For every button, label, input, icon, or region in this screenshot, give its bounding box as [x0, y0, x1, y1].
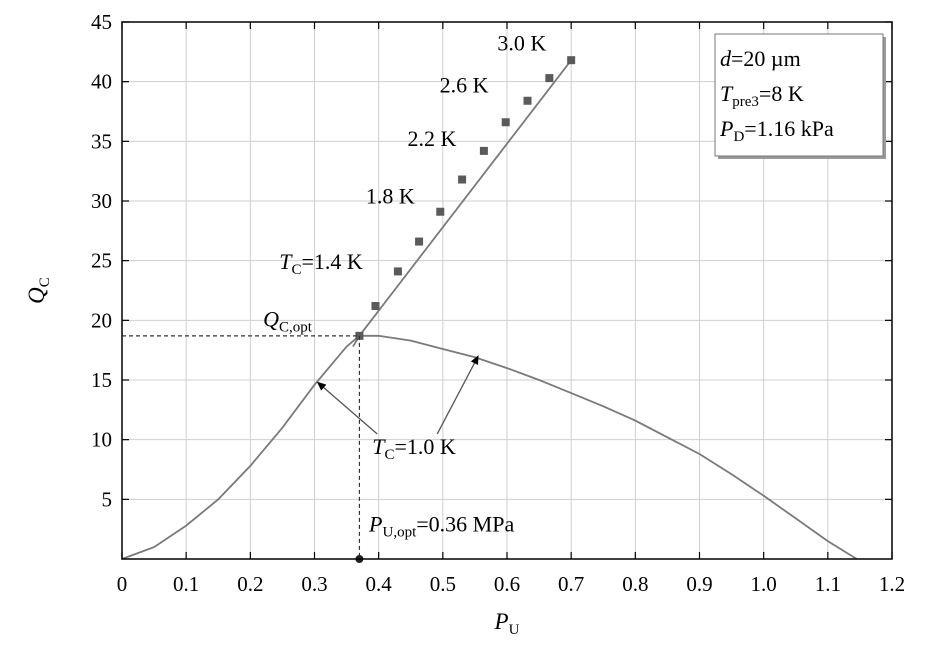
label-qc-opt-sub: C,opt [279, 319, 313, 335]
arrow-to-right-branch [436, 355, 479, 435]
y-tick-label: 20 [91, 308, 112, 332]
series-marker [458, 175, 467, 184]
series-marker [501, 118, 510, 127]
series-marker [415, 237, 424, 246]
series-marker [479, 146, 488, 155]
label-qc-opt-main: Q [263, 306, 279, 331]
label-temperature-rest: 1.8 K [366, 183, 415, 208]
label-pu-opt-sub: U,opt [382, 525, 417, 541]
label-tc-1: TC=1.0 K [372, 434, 456, 463]
ticks: 0 0.1 0.2 0.3 0.4 0.5 0.6 0.7 0.8 0.9 1.0 1.1 1.2 5 10… [91, 10, 905, 596]
legend-line: Tpre3=8 K [720, 81, 804, 110]
legend-line-main: P [719, 116, 733, 141]
y-tick-label: 45 [91, 10, 112, 34]
arrow-to-left-branch [316, 381, 378, 435]
x-tick-label: 0.7 [558, 572, 584, 596]
label-tc-1-rest: =1.0 K [395, 434, 456, 459]
series-marker [545, 74, 554, 83]
label-qc-opt: QC,opt [263, 306, 313, 335]
legend-line-rest: =20 µm [731, 46, 801, 71]
y-tick-label: 10 [91, 428, 112, 452]
legend-line-main: d [720, 46, 732, 71]
y-tick-label: 35 [91, 129, 112, 153]
label-temperature: 2.2 K [408, 126, 457, 151]
label-temperature: TC=1.4 K [279, 249, 363, 278]
y-tick-label: 25 [91, 249, 112, 273]
label-temperature: 3.0 K [497, 31, 546, 56]
x-tick-label: 0 [117, 572, 128, 596]
y-axis-label-main: Q [24, 287, 49, 304]
label-temperature-main: T [279, 249, 293, 274]
label-temperature-rest: 2.2 K [408, 126, 457, 151]
label-temperature-rest: 2.6 K [440, 72, 489, 97]
x-tick-label: 1.0 [751, 572, 777, 596]
y-tick-label: 15 [91, 368, 112, 392]
x-axis-label: PU [494, 609, 520, 638]
legend-box [714, 33, 884, 157]
x-tick-label: 0.4 [366, 572, 393, 596]
label-temperature-rest: 3.0 K [497, 31, 546, 56]
legend-line-main: T [720, 81, 734, 106]
label-tc-1-main: T [372, 434, 386, 459]
x-axis-label-sub: U [509, 622, 520, 638]
label-pu-opt-main: P [368, 512, 382, 537]
series-marker [567, 56, 576, 65]
legend: d=20 µm Tpre3=8 K PD=1.16 kPa [714, 33, 886, 159]
x-axis-label-main: P [494, 609, 509, 634]
x-tick-label: 0.6 [494, 572, 520, 596]
x-tick-label: 0.1 [173, 572, 199, 596]
legend-line-sub: pre3 [732, 94, 759, 110]
series-marker [371, 302, 380, 311]
x-tick-label: 1.2 [879, 572, 905, 596]
legend-line-rest: =8 K [759, 81, 804, 106]
x-tick-label: 0.5 [430, 572, 456, 596]
x-tick-label: 0.2 [237, 572, 263, 596]
label-temperature-sub: C [291, 262, 301, 278]
label-pu-opt-rest: =0.36 MPa [416, 512, 514, 537]
series-marker [393, 267, 402, 276]
x-tick-label: 1.1 [815, 572, 841, 596]
y-tick-label: 5 [102, 487, 113, 511]
series-marker [436, 207, 445, 216]
label-temperature-rest: =1.4 K [301, 249, 362, 274]
series-marker [523, 96, 532, 105]
legend-line-rest: =1.16 kPa [744, 116, 834, 141]
label-temperature: 1.8 K [366, 183, 415, 208]
label-tc-1-sub: C [385, 447, 395, 463]
y-axis-label: QC [24, 277, 53, 304]
x-tick-label: 0.9 [686, 572, 712, 596]
y-axis-label-sub: C [37, 277, 53, 287]
y-tick-label: 40 [91, 70, 112, 94]
x-tick-label: 0.8 [622, 572, 648, 596]
y-tick-label: 30 [91, 189, 112, 213]
label-pu-opt: PU,opt=0.36 MPa [368, 512, 514, 541]
legend-line: d=20 µm [720, 46, 801, 71]
legend-line: PD=1.16 kPa [719, 116, 834, 145]
x-tick-label: 0.3 [301, 572, 327, 596]
legend-line-sub: D [733, 129, 744, 145]
label-temperature: 2.6 K [440, 72, 489, 97]
